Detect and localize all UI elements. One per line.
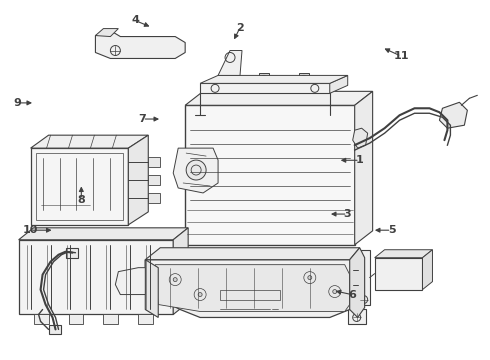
Polygon shape — [218, 50, 242, 75]
Text: 10: 10 — [23, 225, 38, 235]
Polygon shape — [299, 73, 309, 84]
Polygon shape — [219, 73, 229, 84]
Polygon shape — [66, 248, 78, 258]
Text: 5: 5 — [388, 225, 395, 235]
Circle shape — [221, 75, 227, 81]
Circle shape — [198, 293, 202, 297]
Polygon shape — [19, 240, 173, 315]
Polygon shape — [69, 315, 83, 324]
Polygon shape — [358, 250, 369, 305]
Polygon shape — [375, 250, 433, 258]
Polygon shape — [96, 31, 185, 58]
Polygon shape — [375, 258, 422, 289]
Polygon shape — [128, 135, 148, 225]
Text: 1: 1 — [356, 155, 364, 165]
Text: 2: 2 — [236, 23, 244, 33]
Text: 3: 3 — [344, 209, 351, 219]
Polygon shape — [173, 228, 188, 315]
Polygon shape — [34, 315, 49, 324]
Circle shape — [308, 276, 312, 280]
Polygon shape — [145, 248, 360, 260]
Polygon shape — [173, 148, 218, 193]
Polygon shape — [350, 248, 365, 318]
Polygon shape — [355, 91, 372, 245]
Text: 8: 8 — [77, 195, 85, 205]
Polygon shape — [215, 84, 233, 91]
Circle shape — [186, 160, 206, 180]
Polygon shape — [19, 228, 188, 240]
Polygon shape — [103, 315, 119, 324]
Polygon shape — [96, 28, 119, 37]
Circle shape — [301, 75, 307, 81]
Polygon shape — [422, 250, 433, 289]
Polygon shape — [255, 84, 273, 91]
Polygon shape — [259, 73, 269, 84]
Polygon shape — [353, 128, 368, 148]
Polygon shape — [145, 260, 158, 318]
Text: 6: 6 — [348, 290, 356, 300]
Polygon shape — [138, 315, 153, 324]
Polygon shape — [295, 84, 313, 91]
Circle shape — [261, 75, 267, 81]
Polygon shape — [148, 175, 160, 185]
Polygon shape — [185, 105, 355, 245]
Polygon shape — [30, 148, 128, 225]
Polygon shape — [148, 157, 160, 167]
Text: 4: 4 — [131, 15, 139, 26]
Polygon shape — [348, 310, 366, 324]
Text: 7: 7 — [139, 114, 147, 124]
Text: 11: 11 — [393, 51, 409, 61]
Polygon shape — [155, 265, 350, 311]
Polygon shape — [330, 75, 348, 93]
Text: 9: 9 — [14, 98, 22, 108]
Polygon shape — [148, 193, 160, 203]
Polygon shape — [115, 268, 145, 294]
Polygon shape — [440, 102, 467, 128]
Polygon shape — [145, 260, 360, 318]
Circle shape — [173, 278, 177, 282]
Polygon shape — [49, 325, 61, 334]
Polygon shape — [200, 75, 348, 84]
Polygon shape — [185, 91, 372, 105]
Circle shape — [333, 289, 337, 293]
Polygon shape — [30, 135, 148, 148]
Polygon shape — [200, 84, 330, 93]
